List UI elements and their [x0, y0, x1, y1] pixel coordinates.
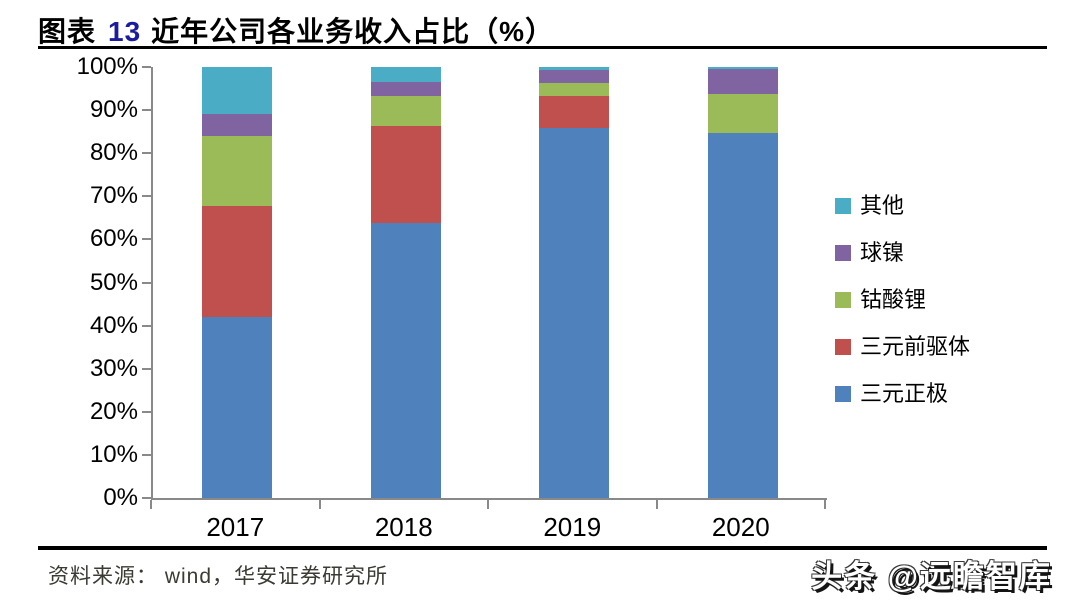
bar-segment-球镍 — [539, 70, 610, 83]
chart-title-prefix: 图表 — [38, 16, 97, 47]
bar-segment-球镍 — [707, 69, 778, 95]
legend-label: 球镍 — [860, 240, 905, 265]
y-axis-label: 40% — [89, 311, 138, 339]
y-axis-tick — [142, 497, 151, 499]
bar-segment-钴酸锂 — [539, 82, 610, 97]
y-axis-tick — [142, 367, 151, 370]
bar-segment-钴酸锂 — [370, 96, 441, 126]
bar-segment-其他 — [539, 67, 610, 71]
bar-segment-三元正极 — [539, 127, 610, 498]
legend-swatch — [835, 339, 851, 355]
y-axis-tick — [142, 238, 151, 241]
source-note: 资料来源： wind，华安证券研究所 — [48, 565, 389, 588]
bar-segment-球镍 — [370, 82, 441, 97]
legend-item-三元正极: 三元正极 — [835, 382, 970, 406]
y-axis-tick — [142, 281, 151, 284]
legend-item-其他: 其他 — [835, 194, 970, 218]
x-axis-tick — [824, 500, 826, 509]
plot-area — [151, 67, 827, 500]
title-divider — [38, 46, 1047, 49]
x-axis-label: 2017 — [206, 512, 265, 542]
y-axis-label: 90% — [89, 96, 138, 124]
bar-segment-其他 — [202, 67, 273, 115]
bar-segment-三元正极 — [707, 132, 778, 498]
x-axis-tick — [318, 500, 321, 509]
bar-2018 — [370, 67, 441, 498]
bar-2020 — [707, 67, 778, 498]
bar-segment-钴酸锂 — [202, 135, 273, 206]
legend-item-钴酸锂: 钴酸锂 — [835, 288, 970, 312]
bar-segment-球镍 — [202, 114, 273, 136]
y-axis-label: 10% — [89, 440, 138, 468]
y-axis-tick — [142, 152, 151, 155]
y-axis-tick — [142, 109, 151, 112]
y-axis-label: 30% — [89, 354, 138, 382]
watermark: 头条 @远瞻智库 — [811, 559, 1052, 594]
y-axis-label: 50% — [89, 268, 138, 296]
legend-label: 其他 — [860, 193, 905, 218]
y-axis-label: 80% — [89, 139, 138, 167]
y-axis-label: 100% — [76, 53, 138, 80]
legend-swatch — [835, 292, 851, 308]
bar-segment-钴酸锂 — [707, 94, 778, 133]
y-axis-label: 20% — [89, 397, 138, 425]
bar-2017 — [202, 67, 273, 498]
chart-title: 图表 13 近年公司各业务收入占比（%） — [38, 10, 554, 50]
bar-segment-三元正极 — [370, 223, 441, 498]
y-axis-tick — [142, 324, 151, 327]
x-axis-label: 2019 — [543, 512, 602, 542]
y-axis-tick — [142, 66, 151, 68]
y-axis-label: 70% — [89, 182, 138, 210]
y-axis-tick — [142, 453, 151, 456]
bar-segment-三元前驱体 — [370, 125, 441, 224]
footer-divider — [38, 546, 1047, 550]
bar-segment-其他 — [370, 67, 441, 83]
chart-region: 100% 90% 80% 70% 60% 50% 40% 30% 20% 10% 0% 2017 20… — [0, 53, 1080, 546]
bar-2019 — [539, 67, 610, 498]
legend-swatch — [835, 386, 851, 402]
x-axis-tick — [487, 500, 489, 509]
legend-item-三元前驱体: 三元前驱体 — [835, 335, 970, 359]
legend-item-球镍: 球镍 — [835, 241, 970, 265]
x-axis-label: 2018 — [374, 512, 433, 542]
legend-swatch — [835, 245, 851, 261]
legend-swatch — [835, 198, 851, 214]
bar-segment-三元前驱体 — [202, 205, 273, 318]
y-axis-label: 60% — [89, 225, 138, 253]
y-axis-tick — [142, 410, 151, 413]
legend-label: 钴酸锂 — [860, 287, 927, 312]
bar-segment-其他 — [707, 67, 778, 70]
legend-label: 三元前驱体 — [860, 334, 971, 359]
x-axis-label: 2020 — [711, 512, 770, 542]
x-axis-tick — [655, 500, 658, 509]
bar-segment-三元前驱体 — [539, 96, 610, 128]
chart-legend: 其他球镍钴酸锂三元前驱体三元正极 — [835, 194, 970, 429]
y-axis-label: 0% — [103, 484, 138, 511]
chart-title-number: 13 — [108, 16, 142, 47]
x-axis-tick — [150, 500, 152, 509]
legend-label: 三元正极 — [860, 381, 949, 406]
chart-title-text: 近年公司各业务收入占比（%） — [151, 16, 555, 47]
y-axis-tick — [142, 195, 151, 198]
bar-segment-三元正极 — [202, 317, 273, 498]
